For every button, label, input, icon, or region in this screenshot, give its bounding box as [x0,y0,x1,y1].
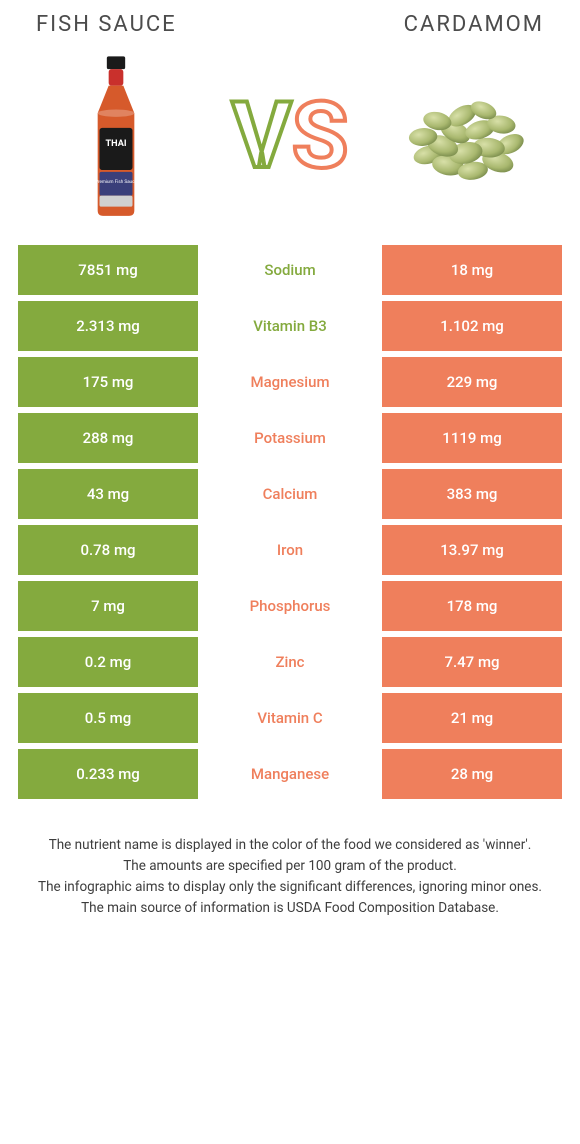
comparison-infographic: { "header": { "left_title": "Fish sauce"… [0,0,580,959]
cardamom-image [384,47,544,227]
right-value-cell: 383 mg [382,469,562,519]
left-value-cell: 2.313 mg [18,301,198,351]
table-row: 43 mgCalcium383 mg [18,469,562,519]
nutrient-label-cell: Phosphorus [198,581,382,631]
fish-sauce-bottle-icon: THAI Premium Fish Sauce [61,52,171,222]
right-value-cell: 21 mg [382,693,562,743]
footer-line: The amounts are specified per 100 gram o… [28,856,552,877]
left-value-cell: 43 mg [18,469,198,519]
right-value-cell: 13.97 mg [382,525,562,575]
left-value-cell: 175 mg [18,357,198,407]
right-value-cell: 7.47 mg [382,637,562,687]
nutrient-label-cell: Iron [198,525,382,575]
right-food-title: Cardamom [404,12,544,37]
hero-row: THAI Premium Fish Sauce VS [0,39,580,245]
left-food-title: Fish sauce [36,12,177,37]
right-value-cell: 1119 mg [382,413,562,463]
titles-row: Fish sauce Cardamom [0,0,580,39]
right-value-cell: 1.102 mg [382,301,562,351]
footer-notes: The nutrient name is displayed in the co… [28,835,552,919]
nutrient-label-cell: Magnesium [198,357,382,407]
left-value-cell: 7851 mg [18,245,198,295]
left-value-cell: 7 mg [18,581,198,631]
nutrient-label-cell: Manganese [198,749,382,799]
footer-line: The nutrient name is displayed in the co… [28,835,552,856]
right-value-cell: 178 mg [382,581,562,631]
nutrient-label-cell: Vitamin C [198,693,382,743]
right-value-cell: 28 mg [382,749,562,799]
nutrient-label-cell: Zinc [198,637,382,687]
table-row: 7 mgPhosphorus178 mg [18,581,562,631]
left-value-cell: 0.78 mg [18,525,198,575]
table-row: 7851 mgSodium18 mg [18,245,562,295]
cardamom-pods-icon [384,72,544,202]
footer-line: The infographic aims to display only the… [28,877,552,898]
table-row: 288 mgPotassium1119 mg [18,413,562,463]
vs-letter-s: S [292,91,349,183]
table-row: 0.2 mgZinc7.47 mg [18,637,562,687]
footer-line: The main source of information is USDA F… [28,898,552,919]
vs-label: VS [232,91,349,183]
nutrient-label-cell: Calcium [198,469,382,519]
left-value-cell: 0.5 mg [18,693,198,743]
left-value-cell: 288 mg [18,413,198,463]
table-row: 175 mgMagnesium229 mg [18,357,562,407]
nutrient-label-cell: Potassium [198,413,382,463]
right-value-cell: 18 mg [382,245,562,295]
nutrient-label-cell: Sodium [198,245,382,295]
right-value-cell: 229 mg [382,357,562,407]
table-row: 2.313 mgVitamin B31.102 mg [18,301,562,351]
left-value-cell: 0.2 mg [18,637,198,687]
table-row: 0.233 mgManganese28 mg [18,749,562,799]
nutrient-comparison-table: 7851 mgSodium18 mg 2.313 mgVitamin B31.10… [18,245,562,799]
vs-letter-v: V [232,91,292,183]
fish-sauce-image: THAI Premium Fish Sauce [36,47,196,227]
nutrient-label-cell: Vitamin B3 [198,301,382,351]
table-row: 0.78 mgIron13.97 mg [18,525,562,575]
table-row: 0.5 mgVitamin C21 mg [18,693,562,743]
svg-text:THAI: THAI [105,139,126,149]
left-value-cell: 0.233 mg [18,749,198,799]
svg-text:Premium Fish Sauce: Premium Fish Sauce [95,179,137,185]
